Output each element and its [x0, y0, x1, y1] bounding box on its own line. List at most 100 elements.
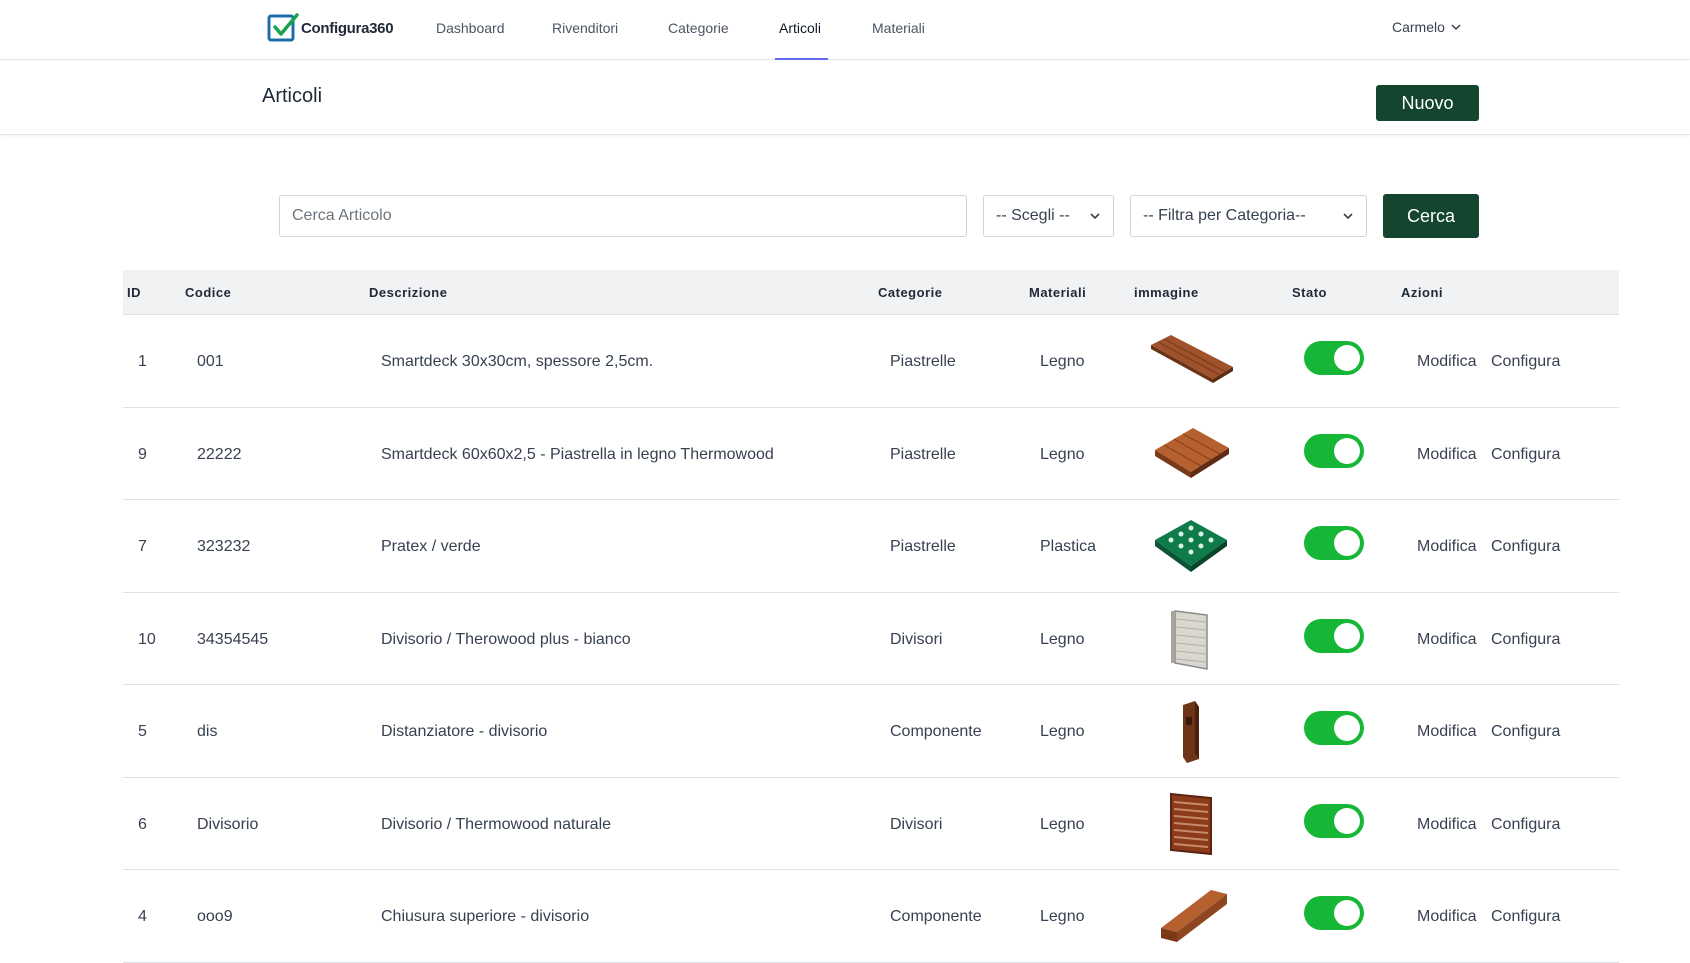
table-row: 1 001 Smartdeck 30x30cm, spessore 2,5cm.…	[123, 315, 1619, 408]
cell-category: Piastrelle	[890, 445, 956, 463]
configure-link[interactable]: Configura	[1491, 445, 1561, 463]
nav-categorie[interactable]: Categorie	[668, 20, 729, 36]
cell-code: 22222	[197, 445, 242, 463]
cell-material: Legno	[1040, 908, 1085, 925]
cell-id: 5	[138, 723, 147, 740]
cell-id: 1	[138, 353, 147, 370]
configure-link[interactable]: Configura	[1491, 538, 1561, 555]
wood-fence-panel-icon	[1170, 792, 1212, 855]
status-toggle[interactable]	[1304, 803, 1364, 838]
wood-spacer-icon	[1183, 701, 1199, 763]
brand-logo[interactable]: Configura360	[267, 12, 394, 44]
table-row: 10 34354545 Divisorio / Therowood plus -…	[123, 593, 1619, 685]
page-header: Articoli Nuovo	[0, 61, 1690, 135]
edit-link[interactable]: Modifica	[1417, 445, 1477, 463]
checkbox-logo-icon	[267, 13, 299, 42]
cell-material: Plastica	[1040, 538, 1097, 555]
cell-description: Distanziatore - divisorio	[381, 723, 548, 740]
cell-id: 10	[138, 630, 156, 648]
search-button[interactable]: Cerca	[1383, 194, 1479, 238]
cell-description: Pratex / verde	[381, 538, 481, 555]
table-row: 4 ooo9 Chiusura superiore - divisorio Co…	[123, 870, 1619, 963]
user-name: Carmelo	[1392, 19, 1445, 35]
cell-id: 7	[138, 538, 147, 555]
cell-id: 4	[138, 908, 147, 925]
configure-link[interactable]: Configura	[1491, 630, 1561, 648]
configure-link[interactable]: Configura	[1491, 723, 1561, 740]
header-codice[interactable]: Codice	[185, 285, 232, 300]
wood-deck-tile-square-icon	[1155, 427, 1229, 478]
status-toggle[interactable]	[1304, 341, 1364, 375]
chevron-down-icon	[1451, 24, 1461, 31]
configure-link[interactable]: Configura	[1491, 815, 1561, 833]
table-row: 7 323232 Pratex / verde Piastrelle Plast…	[123, 500, 1619, 593]
header-materiali[interactable]: Materiali	[1029, 285, 1087, 300]
green-grid-tile-icon	[1155, 520, 1227, 572]
table-header: ID Codice Descrizione Categorie Material…	[123, 270, 1619, 315]
header-stato[interactable]: Stato	[1292, 285, 1327, 300]
status-select-value: -- Scegli --	[996, 207, 1070, 224]
edit-link[interactable]: Modifica	[1417, 908, 1477, 925]
status-toggle[interactable]	[1304, 433, 1364, 468]
cell-material: Legno	[1040, 445, 1085, 463]
header-id[interactable]: ID	[127, 285, 141, 300]
category-filter-select[interactable]: -- Filtra per Categoria--	[1130, 195, 1367, 237]
active-nav-indicator	[775, 58, 828, 60]
wood-deck-tile-long-icon	[1151, 335, 1233, 383]
status-select[interactable]: -- Scegli --	[983, 195, 1114, 237]
cell-image	[1141, 880, 1241, 950]
cell-id: 6	[138, 815, 147, 833]
brand-name: Configura360	[301, 19, 394, 37]
status-toggle[interactable]	[1304, 711, 1364, 745]
configure-link[interactable]: Configura	[1491, 353, 1561, 370]
edit-link[interactable]: Modifica	[1417, 538, 1477, 555]
wood-beam-icon	[1161, 890, 1227, 942]
cell-id: 9	[138, 445, 147, 463]
user-menu[interactable]: Carmelo	[1392, 19, 1461, 35]
edit-link[interactable]: Modifica	[1417, 815, 1477, 833]
status-toggle[interactable]	[1304, 526, 1364, 560]
toggle-knob	[1334, 437, 1360, 464]
header-immagine: immagine	[1134, 285, 1199, 300]
table-row: 9 22222 Smartdeck 60x60x2,5 - Piastrella…	[123, 408, 1619, 500]
cell-description: Chiusura superiore - divisorio	[381, 908, 590, 925]
cell-image	[1141, 788, 1241, 858]
cell-category: Piastrelle	[890, 353, 956, 370]
search-input[interactable]: Cerca Articolo	[279, 195, 967, 237]
cell-description: Divisorio / Therowood plus - bianco	[381, 630, 631, 648]
cell-image	[1141, 603, 1241, 673]
edit-link[interactable]: Modifica	[1417, 723, 1477, 740]
nav-dashboard[interactable]: Dashboard	[436, 20, 505, 36]
cell-code: 323232	[197, 538, 251, 555]
new-article-button[interactable]: Nuovo	[1376, 85, 1479, 121]
cell-category: Divisori	[890, 630, 943, 648]
status-toggle[interactable]	[1304, 896, 1364, 930]
toggle-knob	[1334, 530, 1360, 556]
articles-table: ID Codice Descrizione Categorie Material…	[123, 270, 1619, 963]
nav-materiali[interactable]: Materiali	[872, 20, 925, 36]
cell-category: Piastrelle	[890, 538, 956, 555]
header-azioni: Azioni	[1401, 285, 1443, 300]
configure-link[interactable]: Configura	[1491, 908, 1561, 925]
edit-link[interactable]: Modifica	[1417, 630, 1477, 648]
cell-description: Smartdeck 60x60x2,5 - Piastrella in legn…	[381, 445, 774, 463]
cell-category: Componente	[890, 908, 982, 925]
table-row: 6 Divisorio Divisorio / Thermowood natur…	[123, 778, 1619, 870]
top-navbar: Configura360 Dashboard Rivenditori Categ…	[0, 0, 1690, 60]
cell-image	[1141, 510, 1241, 580]
status-toggle[interactable]	[1304, 618, 1364, 653]
cell-description: Divisorio / Thermowood naturale	[381, 815, 612, 833]
nav-rivenditori[interactable]: Rivenditori	[552, 20, 619, 36]
toggle-knob	[1334, 807, 1360, 834]
header-categorie[interactable]: Categorie	[878, 285, 943, 300]
cell-image	[1141, 418, 1241, 488]
cell-code: 34354545	[197, 630, 269, 648]
cell-material: Legno	[1040, 723, 1085, 740]
chevron-down-icon	[1343, 213, 1353, 220]
page-title: Articoli	[262, 85, 323, 107]
edit-link[interactable]: Modifica	[1417, 353, 1477, 370]
cell-image	[1141, 325, 1241, 395]
nav-articoli[interactable]: Articoli	[779, 20, 822, 36]
header-descrizione[interactable]: Descrizione	[369, 285, 448, 300]
cell-code: dis	[197, 723, 218, 740]
